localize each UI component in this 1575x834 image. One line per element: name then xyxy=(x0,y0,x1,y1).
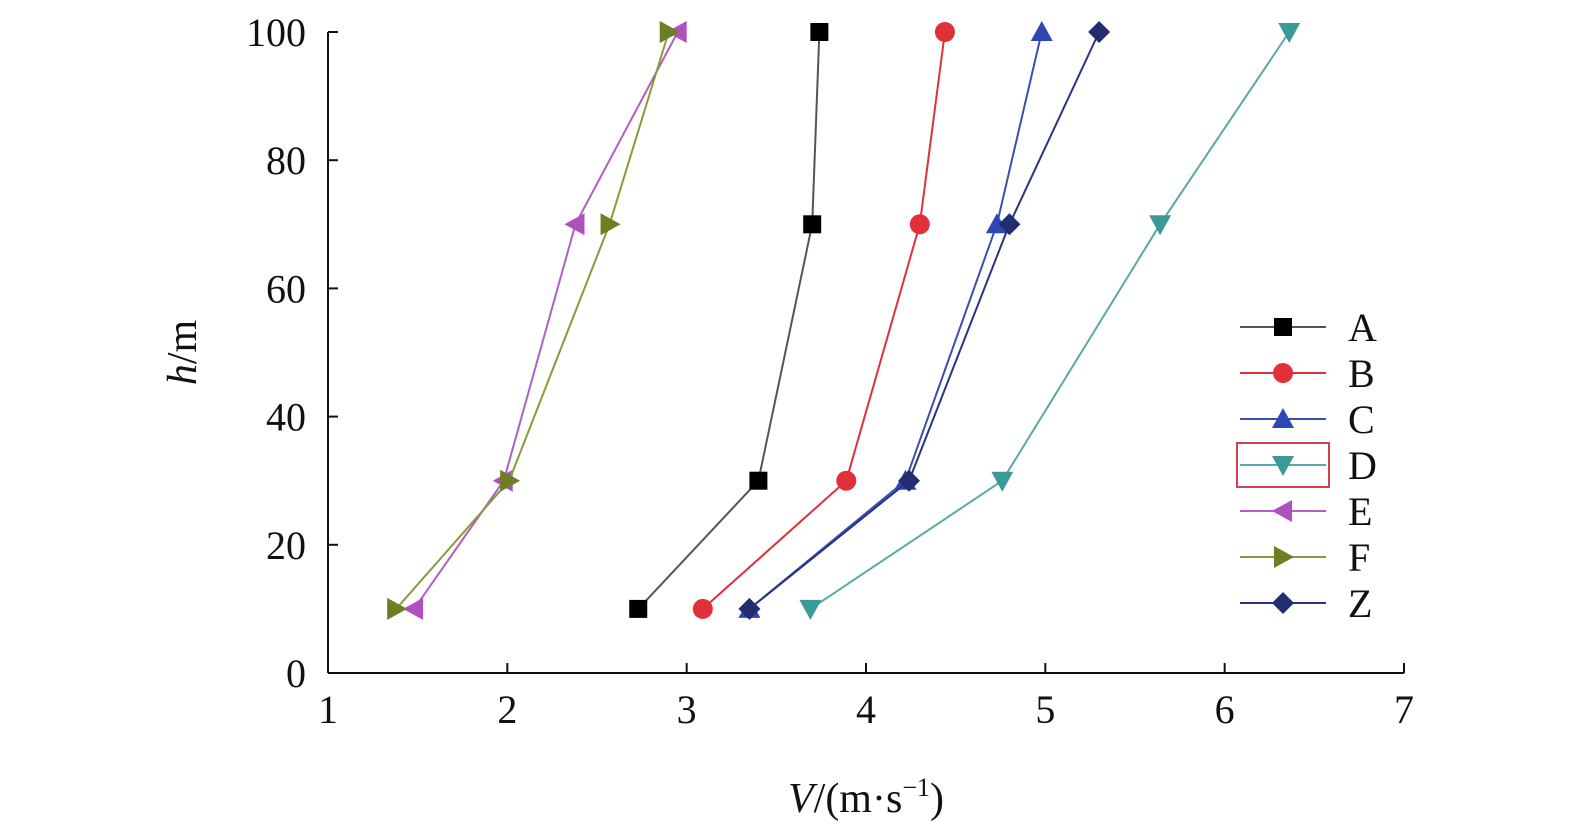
data-point-Z xyxy=(1088,21,1111,43)
x-tick-label: 4 xyxy=(856,687,876,732)
data-point-Z xyxy=(998,213,1021,236)
data-point-E xyxy=(403,597,424,620)
legend-label: F xyxy=(1348,535,1370,580)
legend-swatch-marker xyxy=(1272,592,1294,614)
series-Z xyxy=(738,21,1111,620)
series-A xyxy=(629,23,829,618)
axes xyxy=(327,32,1404,674)
legend-item-E: E xyxy=(1240,489,1372,534)
series-line-E xyxy=(413,31,679,610)
x-axis-title: V/(m·s−1) xyxy=(788,773,944,822)
y-axis-title-var: h xyxy=(160,364,206,385)
data-point-Z xyxy=(738,597,761,620)
data-point-A xyxy=(629,599,648,618)
data-point-D xyxy=(991,471,1014,492)
x-tick-label: 1 xyxy=(318,687,338,732)
legend-item-Z: Z xyxy=(1240,581,1372,626)
data-point-D xyxy=(1149,215,1172,236)
series-line-Z xyxy=(748,31,1101,610)
data-point-A xyxy=(803,215,822,234)
series-line-B xyxy=(702,31,946,610)
x-axis-title-close: ) xyxy=(930,776,944,822)
x-tick-label: 6 xyxy=(1215,687,1235,732)
data-point-B xyxy=(909,214,930,235)
series-line-A xyxy=(637,31,821,610)
series-line-D xyxy=(809,31,1291,610)
y-tick-label: 100 xyxy=(246,10,306,55)
y-tick-label: 60 xyxy=(266,266,306,311)
series-B xyxy=(692,22,955,619)
data-point-B xyxy=(692,598,713,619)
ticks: 1 2 3 4 5 6 7 0 20 40 60 80 100 xyxy=(246,10,1414,732)
series-C xyxy=(738,21,1053,618)
legend-swatch-marker xyxy=(1273,363,1293,383)
x-axis-title-var: V xyxy=(788,776,818,822)
series-layer xyxy=(387,21,1301,620)
legend-highlight-box xyxy=(1236,442,1330,488)
legend-swatch-marker xyxy=(1272,408,1294,428)
data-point-F xyxy=(600,213,621,236)
y-tick-label: 80 xyxy=(266,138,306,183)
data-point-B xyxy=(934,22,955,42)
data-point-Z xyxy=(898,469,921,492)
legend-label: B xyxy=(1348,351,1375,396)
data-point-B xyxy=(836,470,857,491)
legend-label: C xyxy=(1348,397,1375,442)
legend-item-C: C xyxy=(1240,397,1375,442)
series-D xyxy=(799,23,1301,620)
legend-item-B: B xyxy=(1240,351,1375,396)
legend-item-D: D xyxy=(1236,442,1377,488)
data-point-F xyxy=(500,469,521,492)
data-point-F xyxy=(387,597,408,620)
data-point-E xyxy=(564,213,585,236)
legend-label: Z xyxy=(1348,581,1372,626)
legend-item-A: A xyxy=(1240,305,1377,350)
legend-label: A xyxy=(1348,305,1377,350)
data-point-A xyxy=(749,471,768,490)
data-point-C xyxy=(1030,21,1053,41)
legend-swatch-marker xyxy=(1272,500,1292,522)
y-axis-title-unit: /m xyxy=(160,320,206,365)
data-point-F xyxy=(659,21,680,43)
legend-swatch-marker xyxy=(1272,456,1294,476)
y-axis-title: h/m xyxy=(160,320,206,386)
x-tick-label: 3 xyxy=(677,687,697,732)
legend-swatch-marker xyxy=(1274,318,1292,336)
series-line-F xyxy=(395,31,670,610)
data-point-A xyxy=(810,23,829,41)
y-tick-label: 40 xyxy=(266,395,306,440)
series-F xyxy=(387,21,680,620)
x-tick-label: 7 xyxy=(1394,687,1414,732)
data-point-D xyxy=(799,599,822,620)
x-axis-title-unit: /(m·s xyxy=(814,776,903,822)
legend-label: D xyxy=(1348,443,1377,488)
y-tick-label: 20 xyxy=(266,523,306,568)
data-point-C xyxy=(985,213,1008,234)
data-point-D xyxy=(1278,23,1301,43)
series-line-C xyxy=(748,31,1043,610)
x-tick-label: 2 xyxy=(497,687,517,732)
x-tick-label: 5 xyxy=(1035,687,1055,732)
legend-label: E xyxy=(1348,489,1372,534)
x-axis-title-exp: −1 xyxy=(902,773,930,802)
y-tick-label: 0 xyxy=(286,651,306,696)
legend-item-F: F xyxy=(1240,535,1370,580)
legend-swatch-marker xyxy=(1274,546,1294,568)
